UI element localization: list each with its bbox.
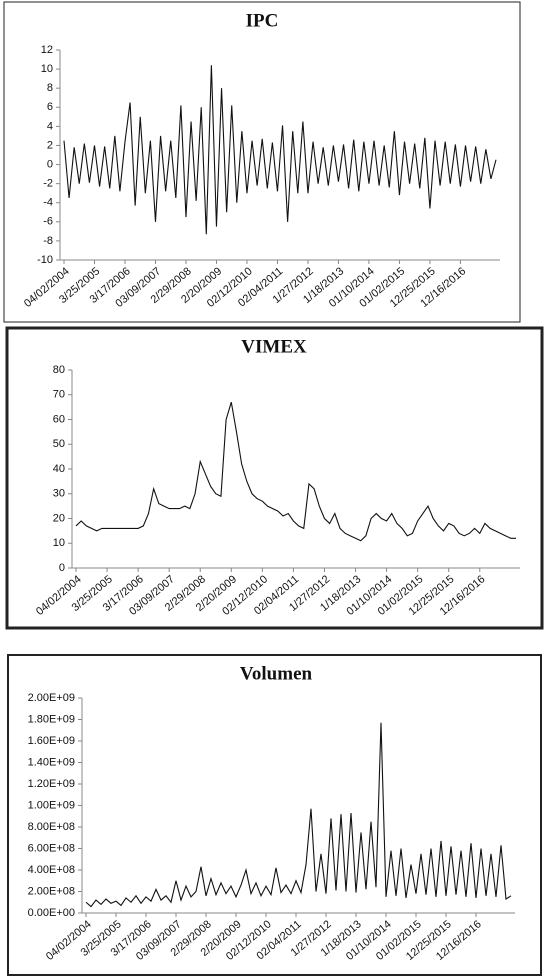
- chart-title: IPC: [246, 10, 279, 31]
- y-tick-label: 70: [53, 389, 65, 401]
- y-tick-label: -8: [43, 235, 53, 247]
- y-tick-label: 1.60E+09: [28, 735, 75, 747]
- y-tick-label: 10: [53, 537, 65, 549]
- chart-title: Volumen: [240, 663, 313, 684]
- data-line: [63, 65, 497, 235]
- y-tick-label: 40: [53, 463, 65, 475]
- data-line: [75, 402, 516, 542]
- y-tick-label: 60: [53, 413, 65, 425]
- y-tick-label: 4.00E+08: [28, 864, 75, 876]
- y-tick-label: -4: [43, 197, 53, 209]
- y-tick-label: 6: [47, 101, 53, 113]
- y-tick-label: 2.00E+08: [28, 885, 75, 897]
- data-line: [85, 722, 512, 908]
- y-tick-label: 2: [47, 139, 53, 151]
- y-tick-label: 1.40E+09: [28, 756, 75, 768]
- panel-frame: [5, 326, 544, 630]
- y-tick-label: 30: [53, 488, 65, 500]
- y-tick-label: 12: [41, 44, 53, 56]
- y-tick-label: 1.20E+09: [28, 778, 75, 790]
- y-tick-label: 0.00E+00: [28, 907, 75, 919]
- y-tick-label: -10: [37, 254, 53, 266]
- y-tick-label: 8: [47, 82, 53, 94]
- y-tick-label: -6: [43, 216, 53, 228]
- y-tick-label: 50: [53, 438, 65, 450]
- chart-title: VIMEX: [241, 336, 307, 357]
- y-tick-label: 1.00E+09: [28, 799, 75, 811]
- panel-frame: [3, 1, 521, 323]
- y-tick-label: 8.00E+08: [28, 821, 75, 833]
- y-tick-label: 20: [53, 512, 65, 524]
- y-tick-label: 1.80E+09: [28, 713, 75, 725]
- y-tick-label: 2.00E+09: [28, 692, 75, 704]
- y-tick-label: 6.00E+08: [28, 842, 75, 854]
- y-tick-label: 0: [47, 158, 53, 170]
- y-tick-label: 4: [47, 120, 53, 132]
- y-tick-label: -2: [43, 178, 53, 190]
- y-tick-label: 10: [41, 63, 53, 75]
- y-tick-label: 80: [53, 364, 65, 376]
- panel-frame: [7, 654, 542, 976]
- y-tick-label: 0: [59, 562, 65, 574]
